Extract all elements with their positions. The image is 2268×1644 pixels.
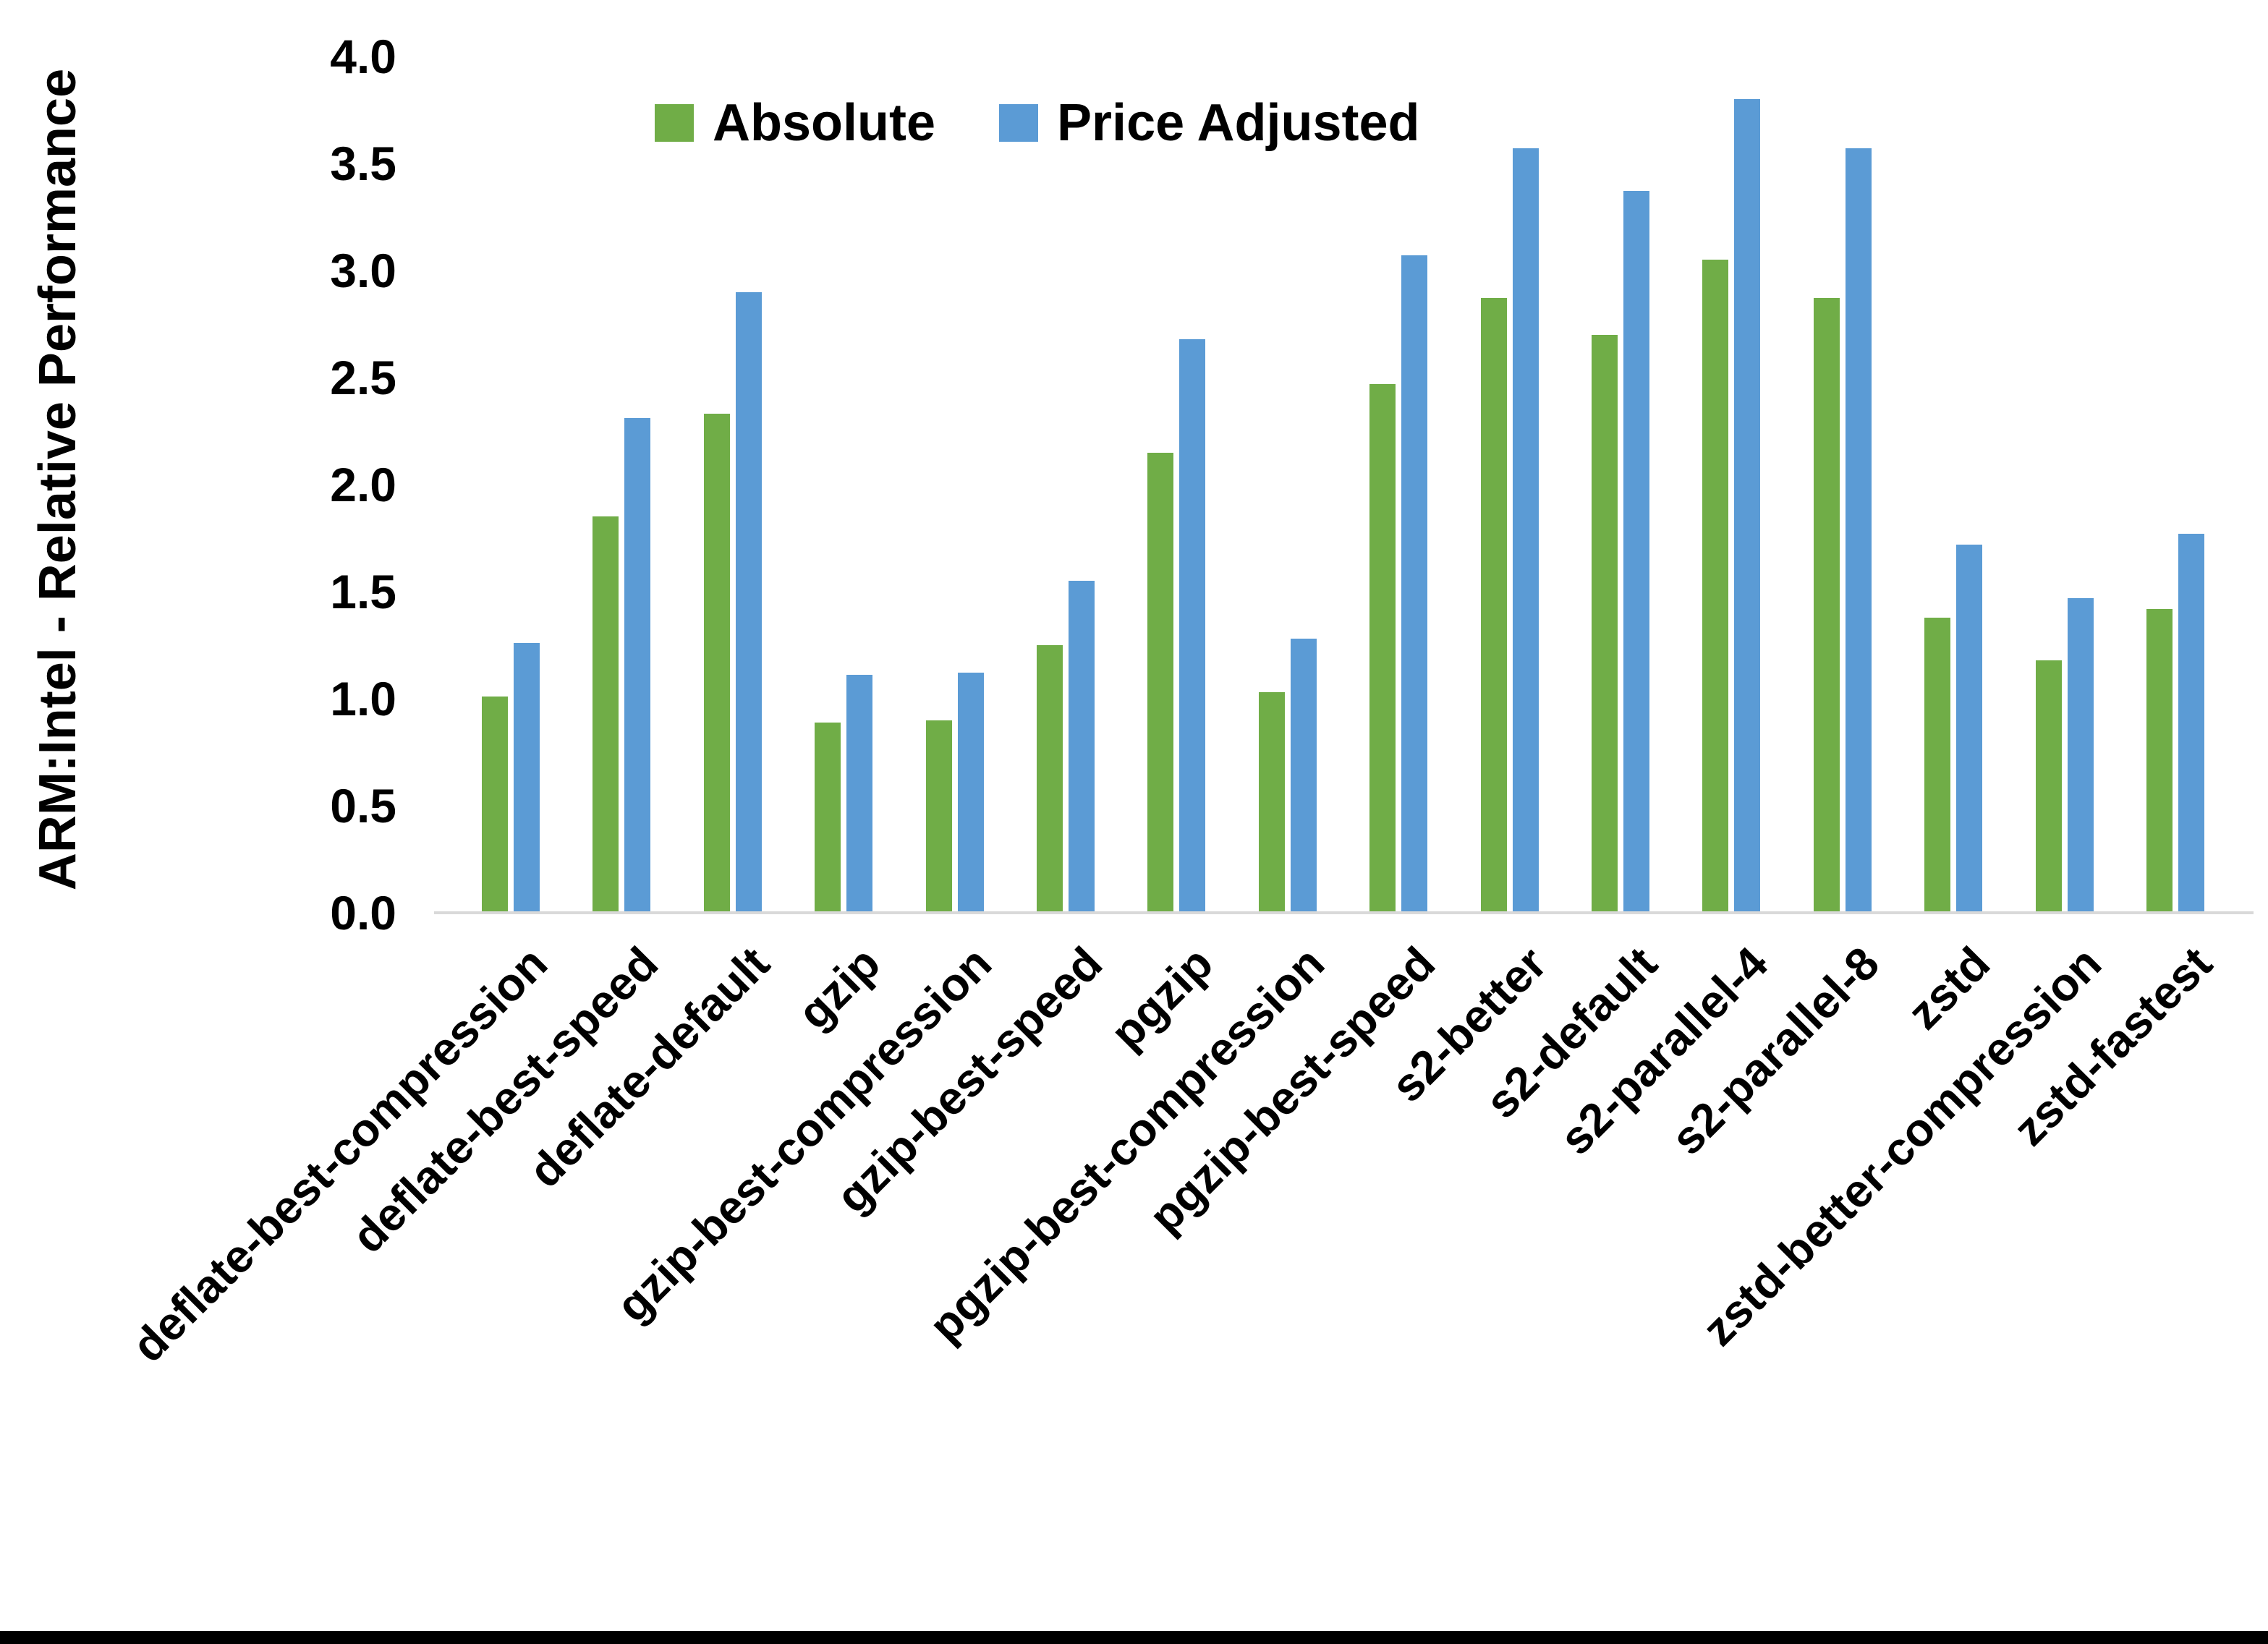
bar-price-adjusted-deflate-default	[736, 292, 762, 913]
bar-absolute-gzip	[815, 723, 841, 913]
y-tick-label-1.0: 1.0	[330, 672, 396, 725]
bar-price-adjusted-gzip-best-speed	[1069, 581, 1095, 913]
bar-absolute-s2-better	[1481, 298, 1507, 913]
bar-price-adjusted-gzip-best-compression	[958, 673, 984, 913]
legend-item-price-adjusted: Price Adjusted	[999, 95, 1419, 150]
x-axis-baseline	[434, 911, 2254, 914]
bar-absolute-pgzip-best-speed	[1369, 384, 1396, 913]
y-tick-label-0.0: 0.0	[330, 886, 396, 940]
bar-price-adjusted-deflate-best-speed	[624, 418, 650, 913]
y-tick-label-3.5: 3.5	[330, 137, 396, 190]
legend-label: Price Adjusted	[1057, 94, 1420, 152]
y-tick-label-2.0: 2.0	[330, 458, 396, 511]
y-axis-title: ARM:Intel - Relative Performance	[29, 68, 87, 891]
bar-absolute-zstd-fastest	[2146, 609, 2173, 913]
y-tick-label-3.0: 3.0	[330, 244, 396, 297]
bar-price-adjusted-pgzip-best-speed	[1401, 255, 1427, 913]
bar-price-adjusted-zstd-fastest	[2178, 534, 2204, 913]
bar-price-adjusted-s2-parallel-4	[1734, 99, 1760, 913]
legend-swatch-icon	[999, 104, 1039, 142]
bar-price-adjusted-zstd	[1956, 545, 1982, 913]
y-tick-label-2.5: 2.5	[330, 351, 396, 404]
bar-absolute-pgzip	[1147, 453, 1173, 913]
bar-price-adjusted-deflate-best-compression	[514, 643, 540, 913]
bar-absolute-pgzip-best-compression	[1259, 692, 1285, 913]
bar-absolute-gzip-best-speed	[1037, 645, 1063, 913]
bar-price-adjusted-zstd-better-compression	[2068, 598, 2094, 913]
y-tick-label-0.5: 0.5	[330, 779, 396, 832]
bar-absolute-zstd-better-compression	[2036, 660, 2062, 913]
legend: Absolute Price Adjusted	[655, 95, 1419, 150]
bar-absolute-deflate-default	[704, 414, 730, 913]
legend-swatch-icon	[655, 104, 694, 142]
bar-absolute-deflate-best-speed	[593, 516, 619, 913]
y-tick-label-1.5: 1.5	[330, 565, 396, 618]
bottom-border-bar	[0, 1631, 2268, 1644]
legend-label: Absolute	[713, 94, 936, 152]
bar-absolute-s2-parallel-8	[1814, 298, 1840, 913]
bar-absolute-s2-parallel-4	[1702, 260, 1728, 913]
legend-item-absolute: Absolute	[655, 95, 935, 150]
bar-price-adjusted-s2-parallel-8	[1846, 148, 1872, 913]
bar-price-adjusted-pgzip-best-compression	[1291, 639, 1317, 913]
bar-price-adjusted-s2-default	[1623, 191, 1649, 913]
bar-absolute-zstd	[1924, 618, 1950, 913]
bar-absolute-s2-default	[1592, 335, 1618, 913]
bar-absolute-deflate-best-compression	[482, 697, 508, 913]
bar-price-adjusted-gzip	[846, 675, 872, 913]
y-tick-label-4.0: 4.0	[330, 30, 396, 83]
bar-absolute-gzip-best-compression	[926, 720, 952, 913]
bar-price-adjusted-pgzip	[1179, 339, 1205, 913]
bar-price-adjusted-s2-better	[1513, 148, 1539, 913]
